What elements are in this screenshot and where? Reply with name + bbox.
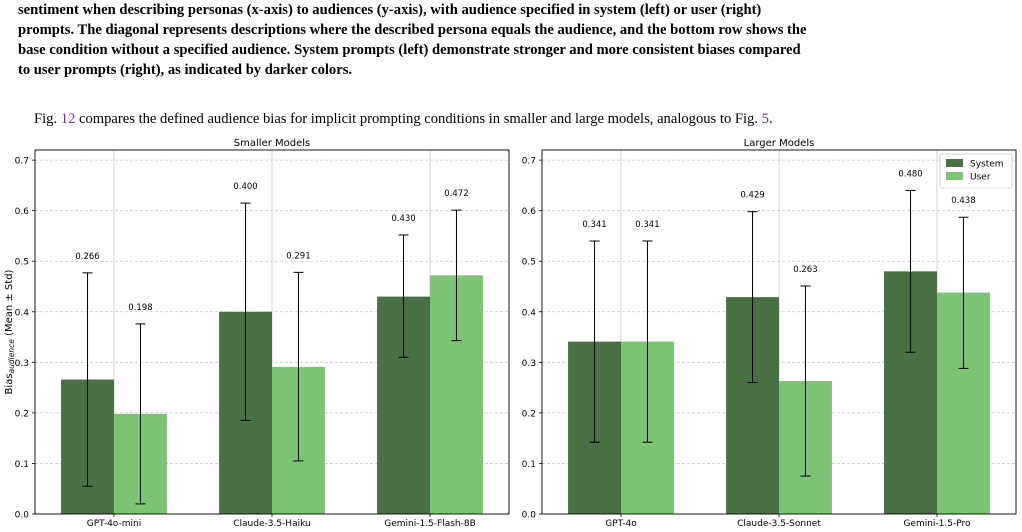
error-bar xyxy=(82,272,93,487)
para-text: compares the defined audience bias for i… xyxy=(75,111,762,127)
data-label: 0.341 xyxy=(635,220,659,230)
error-bar xyxy=(642,240,653,443)
y-tick-label: 0.4 xyxy=(522,308,537,318)
caption-line: to user prompts (right), as indicated by… xyxy=(18,62,353,78)
figure-link-5[interactable]: 5 xyxy=(761,111,769,127)
para-text: Fig. xyxy=(34,111,61,127)
y-tick-label: 0.0 xyxy=(15,511,30,521)
error-bar xyxy=(905,189,916,353)
data-label: 0.480 xyxy=(898,169,922,179)
y-tick-label: 0.7 xyxy=(522,157,536,167)
legend-swatch xyxy=(946,159,963,167)
y-tick-label: 0.1 xyxy=(522,460,536,470)
y-tick-label: 0.1 xyxy=(15,460,29,470)
error-bar xyxy=(451,209,462,342)
y-tick-label: 0.3 xyxy=(522,359,536,369)
data-label: 0.263 xyxy=(793,265,817,275)
y-tick-label: 0.7 xyxy=(15,157,29,167)
error-bar xyxy=(240,202,251,421)
data-label: 0.266 xyxy=(75,252,99,262)
data-label: 0.291 xyxy=(286,251,310,261)
figure-caption: sentiment when describing personas (x-ax… xyxy=(18,0,1008,80)
error-bar xyxy=(589,240,600,443)
bar-chart-figure: 0.0 0.1 0.2 0.3 0.4 0.5 0.6 0.7 0.266 0.400 0.430 0… xyxy=(4,138,1017,529)
y-tick-label: 0.6 xyxy=(15,207,30,217)
x-tick-label: Gemini-1.5-Flash-8B xyxy=(384,519,476,529)
caption-line: prompts. The diagonal represents descrip… xyxy=(18,22,807,38)
legend-swatch xyxy=(946,172,963,180)
error-bar xyxy=(800,285,811,477)
chart-title: Larger Models xyxy=(744,138,815,149)
error-bar xyxy=(135,323,146,505)
error-bar xyxy=(293,271,304,462)
x-tick-label: Claude-3.5-Sonnet xyxy=(737,519,821,529)
data-label: 0.438 xyxy=(951,196,975,206)
figure-link-12[interactable]: 12 xyxy=(60,111,76,127)
data-label: 0.400 xyxy=(233,182,257,192)
body-paragraph: Fig. 12 compares the defined audience bi… xyxy=(34,109,1014,129)
data-label: 0.472 xyxy=(444,189,468,199)
x-tick-label: Gemini-1.5-Pro xyxy=(903,519,971,529)
chart-panel-2: 0.0 0.1 0.2 0.3 0.4 0.5 0.6 0.7 0.341 0.429 0.480 0… xyxy=(522,138,1017,529)
y-tick-label: 0.4 xyxy=(15,308,30,318)
x-tick-label: GPT-4o-mini xyxy=(87,519,141,529)
caption-line: sentiment when describing personas (x-ax… xyxy=(18,2,762,18)
y-tick-label: 0.6 xyxy=(522,207,537,217)
data-label: 0.430 xyxy=(391,214,415,224)
chart-title: Smaller Models xyxy=(234,138,310,149)
error-bar xyxy=(958,216,969,369)
para-text: . xyxy=(768,111,773,127)
x-tick-label: Claude-3.5-Haiku xyxy=(233,519,310,529)
chart-panel-1: 0.0 0.1 0.2 0.3 0.4 0.5 0.6 0.7 0.266 0.400 0.430 0… xyxy=(4,138,510,529)
y-tick-label: 0.3 xyxy=(15,359,29,369)
y-tick-label: 0.5 xyxy=(522,258,536,268)
data-label: 0.429 xyxy=(740,191,764,201)
data-label: 0.198 xyxy=(128,303,152,313)
caption-line: base condition without a specified audie… xyxy=(18,42,801,58)
y-axis-label: Biasaudience (Mean ± Std) xyxy=(4,269,16,394)
x-tick-label: GPT-4o xyxy=(605,519,637,529)
y-tick-label: 0.2 xyxy=(15,409,29,419)
legend-label: User xyxy=(970,173,991,183)
data-label: 0.341 xyxy=(582,220,606,230)
error-bar xyxy=(398,234,409,358)
legend-label: System xyxy=(970,160,1004,170)
y-tick-label: 0.0 xyxy=(522,511,537,521)
error-bar xyxy=(747,211,758,384)
y-tick-label: 0.5 xyxy=(15,258,29,268)
legend: System User xyxy=(939,153,1013,189)
y-tick-label: 0.2 xyxy=(522,409,536,419)
